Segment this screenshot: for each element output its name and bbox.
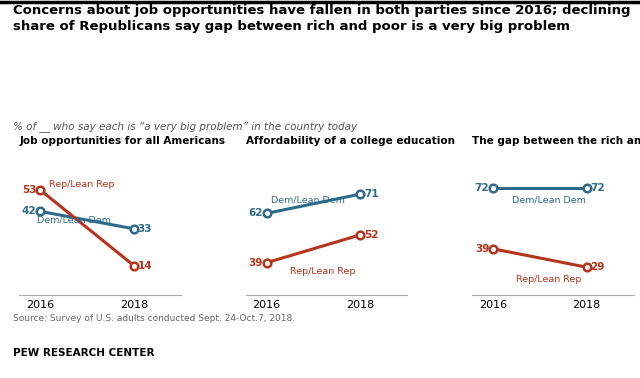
Text: 72: 72 [591, 183, 605, 193]
Text: 39: 39 [248, 258, 263, 268]
Text: The gap between the rich and the poor: The gap between the rich and the poor [472, 136, 640, 146]
Text: 52: 52 [364, 230, 379, 240]
Text: Dem/Lean Dem: Dem/Lean Dem [512, 195, 586, 204]
Text: Rep/Lean Rep: Rep/Lean Rep [49, 180, 114, 189]
Text: 14: 14 [138, 261, 152, 271]
Text: Affordability of a college education: Affordability of a college education [246, 136, 454, 146]
Text: Source: Survey of U.S. adults conducted Sept. 24-Oct.7, 2018.: Source: Survey of U.S. adults conducted … [13, 314, 295, 323]
Text: % of __ who say each is “a very big problem” in the country today: % of __ who say each is “a very big prob… [13, 121, 357, 132]
Text: PEW RESEARCH CENTER: PEW RESEARCH CENTER [13, 348, 154, 358]
Text: 42: 42 [22, 206, 36, 216]
Text: 62: 62 [248, 208, 263, 218]
Text: 29: 29 [591, 262, 605, 272]
Text: Job opportunities for all Americans: Job opportunities for all Americans [19, 136, 225, 146]
Text: Dem/Lean Dem: Dem/Lean Dem [36, 215, 111, 224]
Text: 33: 33 [138, 224, 152, 234]
Text: Dem/Lean Dem: Dem/Lean Dem [271, 196, 345, 205]
Text: Rep/Lean Rep: Rep/Lean Rep [516, 274, 582, 284]
Text: 72: 72 [475, 183, 489, 193]
Text: Rep/Lean Rep: Rep/Lean Rep [290, 267, 355, 276]
Text: 39: 39 [475, 244, 489, 254]
Text: 71: 71 [364, 189, 379, 199]
Text: 53: 53 [22, 185, 36, 195]
Text: Concerns about job opportunities have fallen in both parties since 2016; declini: Concerns about job opportunities have fa… [13, 4, 630, 33]
